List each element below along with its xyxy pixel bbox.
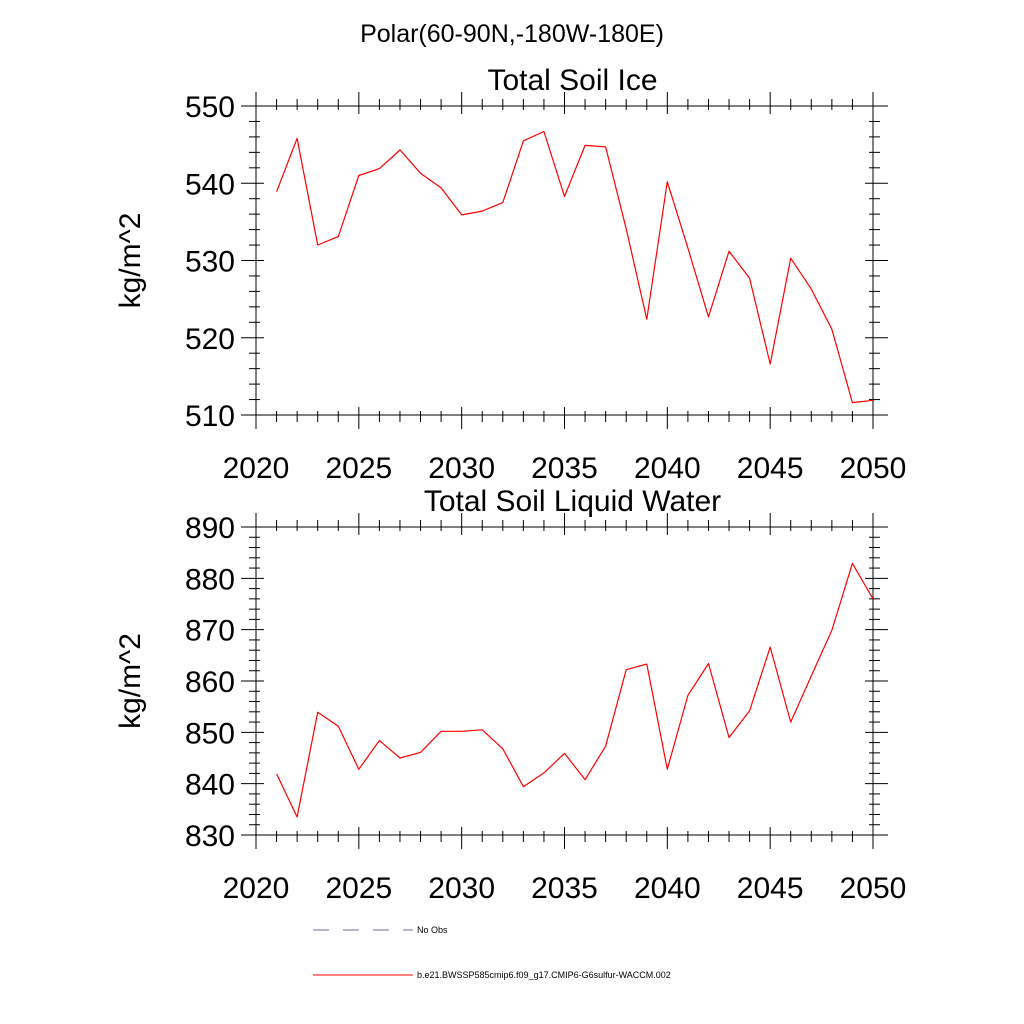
y-tick-label-880: 880 — [185, 563, 235, 596]
x-tick-label-2030: 2030 — [428, 452, 495, 485]
y-tick-label-540: 540 — [185, 168, 235, 201]
plot-frame-total-soil-ice — [255, 105, 874, 416]
x-tick-label-2050: 2050 — [840, 452, 907, 485]
x-tick-label-2045: 2045 — [737, 872, 804, 905]
y-axis-label-total-soil-liquid-water: kg/m^2 — [114, 633, 147, 729]
x-tick-label-2040: 2040 — [634, 452, 701, 485]
x-tick-label-2050: 2050 — [840, 872, 907, 905]
series-line-total-soil-ice-0 — [276, 130, 874, 404]
y-tick-label-860: 860 — [185, 666, 235, 699]
y-tick-label-890: 890 — [185, 512, 235, 545]
legend: No Obs b.e21.BWSSP585cmip6.f09_g17.CMIP6… — [313, 925, 671, 980]
figure-suptitle: Polar(60-90N,-180W-180E) — [360, 20, 664, 48]
panel-total-soil-ice: 2020 2025 2030 2035 2040 2045 2050 510 520 530 540… — [114, 64, 906, 485]
x-tick-label-2030: 2030 — [428, 872, 495, 905]
x-tick-label-2025: 2025 — [325, 872, 392, 905]
x-tick-label-2035: 2035 — [531, 452, 598, 485]
y-tick-label-830: 830 — [185, 820, 235, 853]
chart-title-total-soil-ice: Total Soil Ice — [487, 64, 657, 97]
y-tick-label-530: 530 — [185, 246, 235, 279]
plot-frame-total-soil-liquid-water — [255, 526, 874, 836]
y-tick-label-520: 520 — [185, 323, 235, 356]
y-tick-label-550: 550 — [185, 91, 235, 124]
x-tick-label-2040: 2040 — [634, 872, 701, 905]
x-tick-label-2020: 2020 — [223, 872, 290, 905]
y-tick-label-510: 510 — [185, 400, 235, 433]
panel-total-soil-liquid-water: 2020 2025 2030 2035 2040 2045 2050 830 840 850 860… — [114, 485, 906, 905]
y-tick-label-870: 870 — [185, 615, 235, 648]
series-line-total-soil-liquid-water-0 — [276, 562, 874, 818]
legend-label-model-run: b.e21.BWSSP585cmip6.f09_g17.CMIP6-G6sulf… — [417, 970, 671, 980]
legend-label-no-obs: No Obs — [417, 925, 448, 935]
y-tick-label-850: 850 — [185, 717, 235, 750]
y-tick-label-840: 840 — [185, 769, 235, 802]
x-tick-label-2025: 2025 — [325, 452, 392, 485]
y-axis-label-total-soil-ice: kg/m^2 — [114, 213, 147, 309]
x-tick-label-2020: 2020 — [223, 452, 290, 485]
x-tick-label-2035: 2035 — [531, 872, 598, 905]
chart-title-total-soil-liquid-water: Total Soil Liquid Water — [424, 485, 721, 518]
x-tick-label-2045: 2045 — [737, 452, 804, 485]
